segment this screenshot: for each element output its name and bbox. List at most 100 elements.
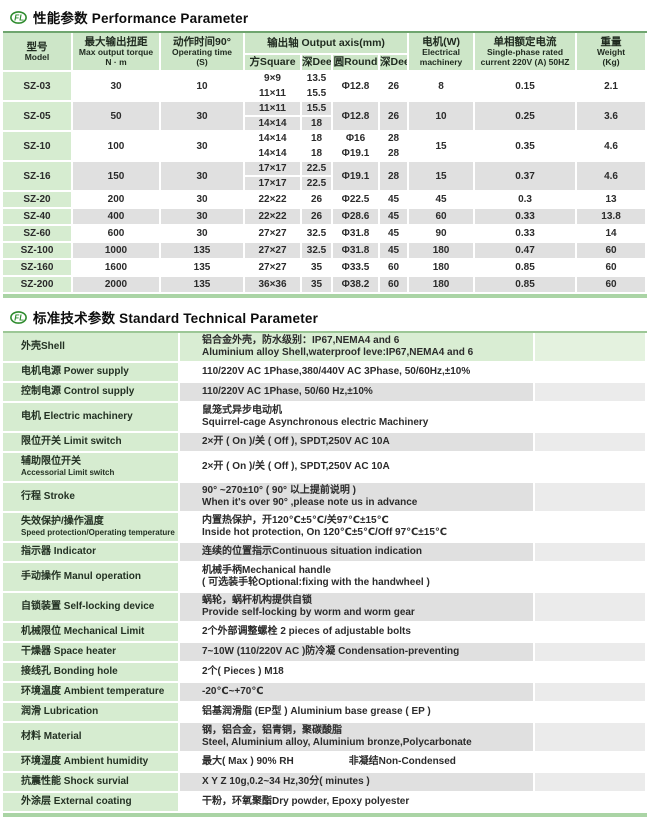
spec-row: 限位开关 Limit switch 2×开 ( On )/关 ( Off ), S… [3, 433, 647, 453]
spec-label-cell: 自锁装置 Self-locking device [3, 593, 180, 623]
round-cell: Φ12.8 [333, 72, 380, 102]
time-cell: 30 [161, 209, 245, 226]
round-cell: Φ16 [333, 132, 380, 147]
spec-label-cell: 机械限位 Mechanical Limit [3, 623, 180, 643]
square-cell: 14×14 [245, 117, 302, 132]
motor-power-cell: 15 [409, 162, 476, 192]
spec-label-cell: 环境湿度 Ambient humidity [3, 753, 180, 773]
time-cell: 135 [161, 277, 245, 294]
spec-label-cell: 接线孔 Bonding hole [3, 663, 180, 683]
rated-current-cell: 0.25 [475, 102, 578, 132]
perf-row: SZ-16 150 30 17×17 22.5 Φ19.1 28 15 0.37 4.6 [3, 162, 648, 192]
square-deep-cell: 18 [302, 132, 333, 147]
motor-power-cell: 180 [409, 243, 476, 260]
round-deep-cell: 45 [380, 192, 410, 209]
perf-row: SZ-10 100 30 14×14 18 Φ16 28 15 0.35 4.6 [3, 132, 648, 162]
model-cell: SZ-40 [3, 209, 73, 226]
square-cell: 17×17 [245, 162, 302, 177]
spec-label-cell: 外涂层 External coating [3, 793, 180, 813]
spec-label-cell: 润滑 Lubrication [3, 703, 180, 723]
spec-row: 抗震性能 Shock survial X Y Z 10g,0.2~34 Hz,30… [3, 773, 647, 793]
perf-row: SZ-05 50 30 11×11 15.5 Φ12.8 26 10 0.25 3.6 [3, 102, 648, 132]
spec-extra-cell [535, 453, 647, 483]
spec-row: 指示器 Indicator 连续的位置指示Continuous situation… [3, 543, 647, 563]
time-cell: 30 [161, 162, 245, 192]
square-cell: 36×36 [245, 277, 302, 294]
perf-row: SZ-100 1000 135 27×27 32.5 Φ31.8 45 180 0.47 60 [3, 243, 648, 260]
square-deep-cell: 32.5 [302, 226, 333, 243]
square-cell: 27×27 [245, 260, 302, 277]
spec-extra-cell [535, 703, 647, 723]
square-deep-cell: 15.5 [302, 102, 333, 117]
round-cell: Φ31.8 [333, 226, 380, 243]
perf-row: SZ-40 400 30 22×22 26 Φ28.6 45 60 0.33 13.8 [3, 209, 648, 226]
spec-extra-cell [535, 543, 647, 563]
weight-cell: 60 [577, 260, 648, 277]
column-header: 动作时间90° Operating time (S) [161, 33, 245, 72]
motor-power-cell: 180 [409, 260, 476, 277]
spec-row: 电机 Electric machinery 鼠笼式异步电动机 Squirrel-ca… [3, 403, 647, 433]
spec-label-cell: 电机 Electric machinery [3, 403, 180, 433]
time-cell: 135 [161, 260, 245, 277]
round-cell: Φ38.2 [333, 277, 380, 294]
square-cell: 27×27 [245, 243, 302, 260]
spec-value-cell: 2×开 ( On )/关 ( Off ), SPDT,250V AC 10A [180, 433, 535, 453]
model-cell: SZ-60 [3, 226, 73, 243]
round-deep-cell: 45 [380, 226, 410, 243]
round-deep-cell: 26 [380, 102, 410, 132]
spec-extra-cell [535, 513, 647, 543]
svg-text:FL: FL [14, 313, 24, 322]
weight-cell: 4.6 [577, 132, 648, 162]
square-deep-cell: 32.5 [302, 243, 333, 260]
spec-value-cell: -20℃~+70℃ [180, 683, 535, 703]
brand-logo-icon: FL [10, 310, 27, 324]
torque-cell: 100 [73, 132, 161, 162]
spec-extra-cell [535, 663, 647, 683]
svg-text:FL: FL [14, 13, 24, 22]
square-deep-cell: 22.5 [302, 177, 333, 192]
rated-current-cell: 0.85 [475, 277, 578, 294]
rated-current-cell: 0.15 [475, 72, 578, 102]
spec-extra-cell [535, 333, 647, 363]
spec-extra-cell [535, 683, 647, 703]
spec-value-cell: 最大( Max ) 90% RH 非凝结Non-Condensed [180, 753, 535, 773]
square-deep-cell: 26 [302, 192, 333, 209]
motor-power-cell: 45 [409, 192, 476, 209]
standard-table-body: 外壳Shell 铝合金外壳，防水级别：IP67,NEMA4 and 6 Alumin… [3, 333, 647, 813]
perf-subrow: 14×14 18 Φ19.1 28 [3, 147, 647, 162]
time-cell: 10 [161, 72, 245, 102]
spec-row: 手动操作 Manul operation 机械手柄Mechanical handl… [3, 563, 647, 593]
spec-row: 材料 Material 钢，铝合金，铝青铜，聚碳酸脂 Steel, Aluminiu… [3, 723, 647, 753]
spec-row: 电机电源 Power supply 110/220V AC 1Phase,380/… [3, 363, 647, 383]
round-cell: Φ12.8 [333, 102, 380, 132]
perf-subrow: 17×17 22.5 [3, 177, 647, 192]
model-cell: SZ-100 [3, 243, 73, 260]
perf-row: SZ-03 30 10 9×9 13.5 Φ12.8 26 8 0.15 2.1 [3, 72, 648, 102]
spec-value-cell: 110/220V AC 1Phase,380/440V AC 3Phase, 5… [180, 363, 535, 383]
round-deep-cell: 28 [380, 132, 410, 147]
performance-section-title: FL 性能参数 Performance Parameter [0, 0, 650, 31]
spec-extra-cell [535, 593, 647, 623]
spec-row: 环境温度 Ambient temperature -20℃~+70℃ [3, 683, 647, 703]
spec-extra-cell [535, 773, 647, 793]
spec-label-cell: 辅助限位开关 Accessorial Limit switch [3, 453, 180, 483]
column-header: 深Deep [302, 55, 333, 72]
square-deep-cell: 15.5 [302, 87, 333, 102]
spec-extra-cell [535, 793, 647, 813]
square-cell: 22×22 [245, 192, 302, 209]
performance-table-body: SZ-03 30 10 9×9 13.5 Φ12.8 26 8 0.15 2.1 11×11 15.5… [3, 72, 648, 294]
model-cell: SZ-03 [3, 72, 73, 102]
spec-row: 行程 Stroke 90° ~270±10° ( 90° 以上提前说明 ) When… [3, 483, 647, 513]
spec-row: 环境湿度 Ambient humidity 最大( Max ) 90% RH 非凝结… [3, 753, 647, 773]
weight-cell: 60 [577, 277, 648, 294]
spec-extra-cell [535, 723, 647, 753]
round-cell: Φ19.1 [333, 147, 380, 162]
column-header: 输出轴 Output axis(mm) [245, 33, 410, 55]
square-cell: 17×17 [245, 177, 302, 192]
perf-row: SZ-20 200 30 22×22 26 Φ22.5 45 45 0.3 13 [3, 192, 648, 209]
spec-value-cell: 铝合金外壳，防水级别：IP67,NEMA4 and 6 Aluminium all… [180, 333, 535, 363]
column-header: 型号 Model [3, 33, 73, 72]
round-deep-cell: 28 [380, 147, 410, 162]
spec-row: 润滑 Lubrication 铝基润滑脂 (EP型 ) Aluminium bas… [3, 703, 647, 723]
motor-power-cell: 180 [409, 277, 476, 294]
